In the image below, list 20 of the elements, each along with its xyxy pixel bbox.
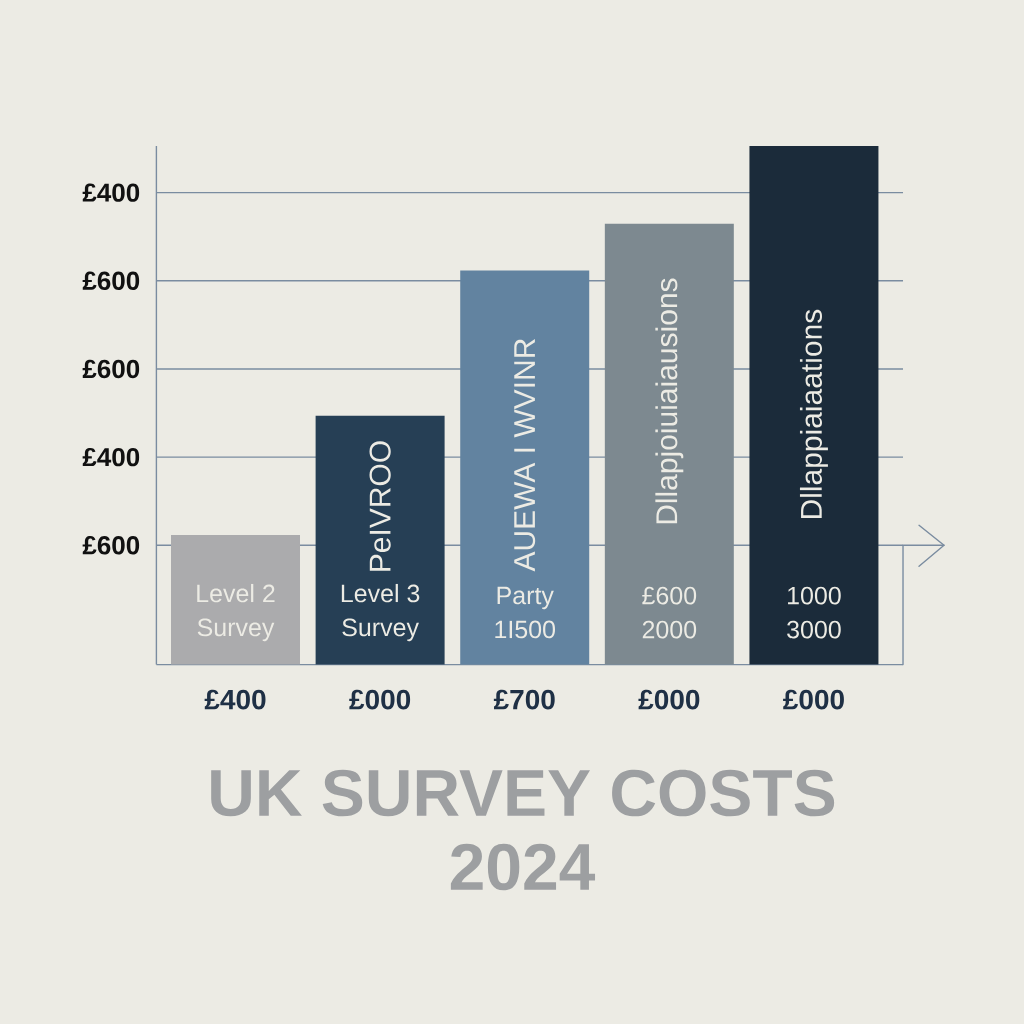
text: UK SURVEY COSTS 2024: [211, 769, 835, 891]
annotation: 1000 3000: [787, 586, 841, 639]
text: £600: [82, 271, 140, 291]
x-tick-label: £000: [783, 689, 844, 710]
annotation: Dllapjoiuiaiausions: [655, 278, 684, 524]
x-tick-label: £000: [349, 689, 411, 710]
annotation: AUEWA I WVINR: [514, 339, 536, 572]
text: £600: [82, 359, 140, 379]
annotation: Level 3 Survey: [341, 583, 420, 642]
annotation: Dllappiaiaations: [799, 309, 828, 519]
x-tick-label: £700: [493, 689, 555, 710]
annotation: Party 1I500: [495, 586, 556, 639]
annotation: Level 2 Survey: [197, 583, 275, 642]
text: £400: [82, 183, 140, 202]
text: £400: [82, 447, 140, 467]
x-tick-label: £000: [638, 689, 700, 710]
x-tick-label: £400: [204, 689, 266, 710]
text: £600: [82, 536, 140, 555]
annotation: PeIVROO: [369, 441, 391, 571]
annotation: £600 2000: [642, 586, 697, 639]
